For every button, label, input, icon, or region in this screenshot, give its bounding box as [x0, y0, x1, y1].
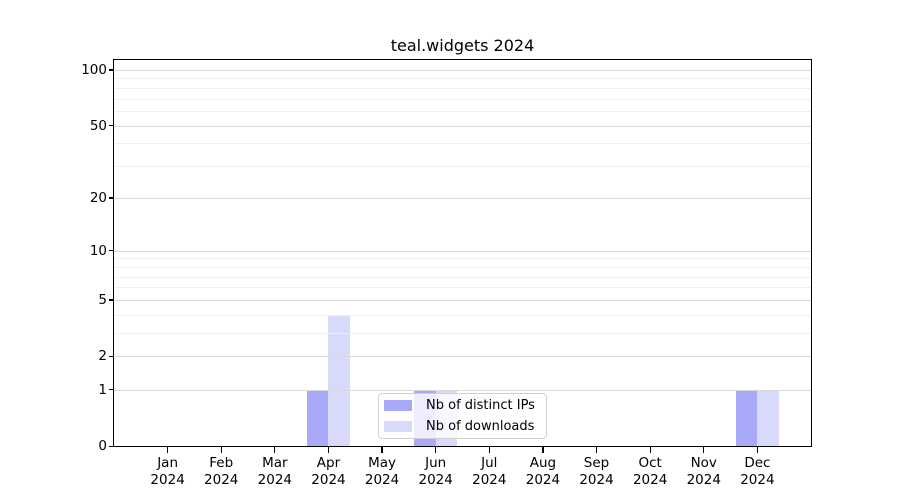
x-axis-tick-label: Sep 2024	[557, 455, 637, 489]
grid-line-minor	[114, 87, 811, 89]
y-axis-tick-mark	[108, 125, 114, 127]
legend-label-distinct-ips: Nb of distinct IPs	[426, 398, 535, 413]
x-tick-year: 2024	[364, 472, 400, 488]
x-axis-tick-label: May 2024	[342, 455, 422, 489]
x-axis-tick-mark	[488, 447, 490, 453]
grid-line-minor	[114, 143, 811, 145]
x-axis-tick-mark	[649, 447, 651, 453]
grid-line-minor	[114, 333, 811, 335]
y-axis-tick-mark	[108, 299, 114, 301]
x-tick-year: 2024	[632, 472, 668, 488]
grid-line-major	[114, 356, 811, 358]
x-tick-month: Mar	[262, 455, 288, 471]
x-tick-year: 2024	[418, 472, 453, 488]
legend: Nb of distinct IPs Nb of downloads	[378, 393, 547, 439]
grid-line-minor	[114, 78, 811, 80]
x-tick-year: 2024	[740, 472, 775, 488]
x-tick-month: Nov	[690, 455, 717, 471]
x-axis-tick-mark	[595, 447, 598, 453]
x-tick-year: 2024	[525, 472, 561, 488]
y-axis-tick-mark	[108, 445, 114, 447]
grid-line-major	[114, 299, 811, 301]
x-tick-month: Apr	[316, 455, 341, 471]
x-tick-month: Jun	[425, 455, 447, 471]
x-axis-tick-label: Aug 2024	[503, 455, 583, 489]
x-tick-year: 2024	[686, 472, 721, 488]
grid-line-minor	[114, 314, 811, 316]
x-tick-year: 2024	[150, 472, 185, 488]
x-axis-tick-label: Nov 2024	[664, 455, 744, 489]
x-axis-tick-label: Jul 2024	[449, 455, 529, 489]
grid-line-minor	[114, 266, 811, 268]
x-tick-year: 2024	[257, 472, 293, 488]
y-axis-tick-label: 5	[98, 291, 107, 308]
grid-line-minor	[114, 110, 811, 112]
y-axis-tick-mark	[108, 197, 114, 199]
grid-line-major	[114, 389, 811, 391]
x-axis-tick-mark	[756, 447, 758, 453]
x-tick-month: Jul	[481, 455, 498, 471]
grid-line-minor	[114, 258, 811, 260]
y-axis-tick-mark	[108, 389, 114, 391]
x-tick-month: Sep	[583, 455, 610, 471]
x-axis-tick-mark	[542, 447, 544, 453]
x-axis-tick-label: Oct 2024	[610, 455, 690, 489]
x-axis-tick-mark	[703, 447, 705, 453]
x-tick-month: Jan	[157, 455, 179, 471]
x-axis-tick-mark	[167, 447, 169, 453]
x-axis-tick-mark	[274, 447, 276, 453]
legend-entry-distinct-ips: Nb of distinct IPs	[384, 397, 540, 415]
x-axis-tick-label: Dec 2024	[717, 455, 797, 489]
legend-swatch-downloads	[384, 421, 412, 432]
y-axis-tick-label: 0	[98, 438, 107, 454]
bar-downloads	[757, 389, 779, 446]
x-axis-tick-label: Jun 2024	[396, 455, 476, 489]
legend-label-downloads: Nb of downloads	[426, 419, 535, 434]
x-tick-month: Feb	[209, 455, 234, 471]
grid-line-major	[114, 250, 811, 252]
bar-distinct-ips	[306, 389, 329, 446]
grid-line-minor	[114, 98, 811, 100]
x-tick-month: Oct	[638, 455, 662, 471]
x-axis-tick-label: Mar 2024	[235, 455, 315, 489]
plot-area: Nb of distinct IPs Nb of downloads	[113, 59, 812, 447]
x-axis-tick-label: Feb 2024	[181, 455, 261, 489]
grid-line-minor	[114, 276, 811, 278]
y-axis-tick-label: 50	[89, 117, 107, 134]
grid-line-minor	[114, 166, 811, 168]
grid-line-major	[114, 197, 811, 199]
bar-distinct-ips	[735, 389, 758, 446]
y-axis-tick-label: 1	[98, 381, 107, 398]
x-axis-tick-mark	[327, 447, 330, 453]
y-axis-tick-mark	[108, 250, 114, 252]
y-axis-tick-label: 10	[89, 242, 107, 259]
x-tick-year: 2024	[311, 472, 346, 488]
x-axis-tick-label: Jan 2024	[128, 455, 208, 489]
y-axis-tick-label: 2	[98, 348, 107, 365]
x-tick-year: 2024	[204, 472, 239, 488]
x-tick-month: Aug	[529, 455, 557, 471]
legend-swatch-distinct-ips	[384, 400, 412, 411]
y-axis-tick-label: 20	[89, 189, 107, 206]
x-axis-tick-mark	[381, 447, 383, 453]
grid-line-major	[114, 125, 811, 127]
chart-title: teal.widgets 2024	[390, 36, 535, 55]
x-tick-year: 2024	[579, 472, 614, 488]
x-tick-year: 2024	[472, 472, 507, 488]
legend-entry-downloads: Nb of downloads	[384, 418, 540, 436]
grid-line-major	[114, 69, 811, 71]
x-tick-month: May	[368, 455, 397, 471]
x-axis-tick-mark	[220, 447, 222, 453]
y-axis-tick-mark	[108, 355, 114, 358]
y-axis-tick-label: 100	[81, 61, 107, 78]
grid-line-minor	[114, 287, 811, 289]
x-tick-month: Dec	[744, 455, 771, 471]
x-axis-tick-label: Apr 2024	[288, 455, 368, 489]
y-axis-tick-mark	[108, 69, 114, 71]
bar-downloads	[328, 314, 350, 446]
x-axis-tick-mark	[435, 447, 437, 453]
